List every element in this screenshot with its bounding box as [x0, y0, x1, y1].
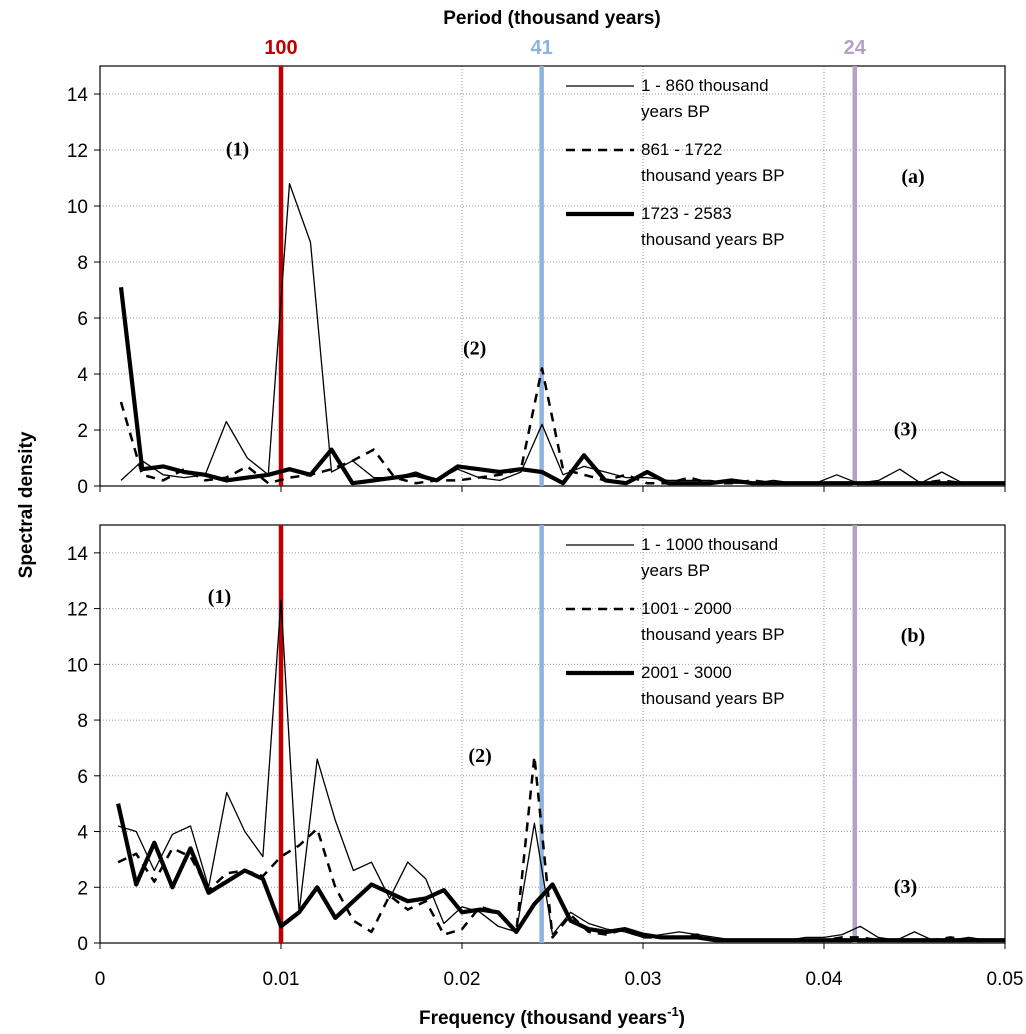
panel-b-series-line-thin: [117, 599, 1005, 941]
x-tick-label: 0: [95, 969, 106, 990]
panel-b-y-tick-label: 12: [67, 600, 88, 621]
panel-b-label: (b): [901, 625, 925, 647]
panel-a-series-line-dashed: [119, 367, 1005, 485]
panel-b-y-tick-label: 8: [77, 711, 88, 732]
panel-a-legend-entry: 1723 - 2583 thousand years BP: [641, 204, 785, 249]
x-tick-label: 0.03: [625, 969, 662, 990]
period-tick-label-100: 100: [264, 37, 297, 59]
panel-b-series-line-dashed: [117, 755, 1005, 942]
panel-a-annotation: (1): [226, 139, 249, 161]
x-tick-label: 0.01: [263, 969, 300, 990]
panel-b-legend-entry: 1001 - 2000 thousand years BP: [641, 599, 785, 644]
panel-a-y-tick-label: 12: [67, 141, 88, 162]
panel-b-series-line-thick: [116, 803, 1005, 943]
panel-b-annotation: (3): [894, 876, 917, 898]
panel-a-series-line-thin: [120, 182, 1005, 484]
panel-b-annotation: (1): [208, 586, 231, 608]
panel-a-label: (a): [901, 166, 924, 188]
x-tick-label: 0.04: [806, 969, 843, 990]
period-tick-label-41: 41: [531, 37, 553, 59]
panel-a-legend-entry: 1 - 860 thousand years BP: [641, 76, 769, 121]
panel-b-legend-entry: 1 - 1000 thousand years BP: [641, 535, 778, 580]
panel-b-y-tick-label: 10: [67, 655, 88, 676]
panel-a-legend-entry: 861 - 1722 thousand years BP: [641, 140, 785, 185]
panel-a-y-tick-label: 6: [77, 309, 88, 330]
panel-b-legend-entry: 2001 - 3000 thousand years BP: [641, 663, 785, 708]
panel-a-y-tick-label: 10: [67, 197, 88, 218]
panel-a-plot-frame: [99, 65, 1006, 487]
x-tick-label: 0.02: [444, 969, 481, 990]
panel-a-y-tick-label: 0: [77, 477, 88, 498]
panel-b-y-tick-label: 14: [67, 544, 89, 565]
panel-a-y-tick-label: 8: [77, 253, 88, 274]
panel-b-y-tick-label: 0: [77, 934, 88, 955]
y-axis-title: Spectral density: [16, 431, 37, 578]
panel-b-annotation: (2): [468, 745, 491, 767]
panel-a-y-tick-label: 2: [77, 421, 88, 442]
panel-b-y-tick-label: 4: [77, 823, 88, 844]
panel-a-annotation: (2): [463, 337, 486, 359]
panel-a-annotation: (3): [894, 419, 917, 441]
panel-a-y-tick-label: 14: [67, 85, 89, 106]
x-tick-label: 0.05: [987, 969, 1024, 990]
x-axis-title: Frequency (thousand years-1): [419, 1004, 685, 1029]
panel-b-y-tick-label: 6: [77, 767, 88, 788]
panel-a-y-tick-label: 4: [77, 365, 88, 386]
panel-b-plot-frame: [99, 524, 1006, 944]
top-axis-title: Period (thousand years): [443, 8, 661, 29]
panel-a-series-line-thick: [118, 286, 1005, 486]
period-tick-label-24: 24: [844, 37, 867, 59]
panel-b-y-tick-label: 2: [77, 878, 88, 899]
